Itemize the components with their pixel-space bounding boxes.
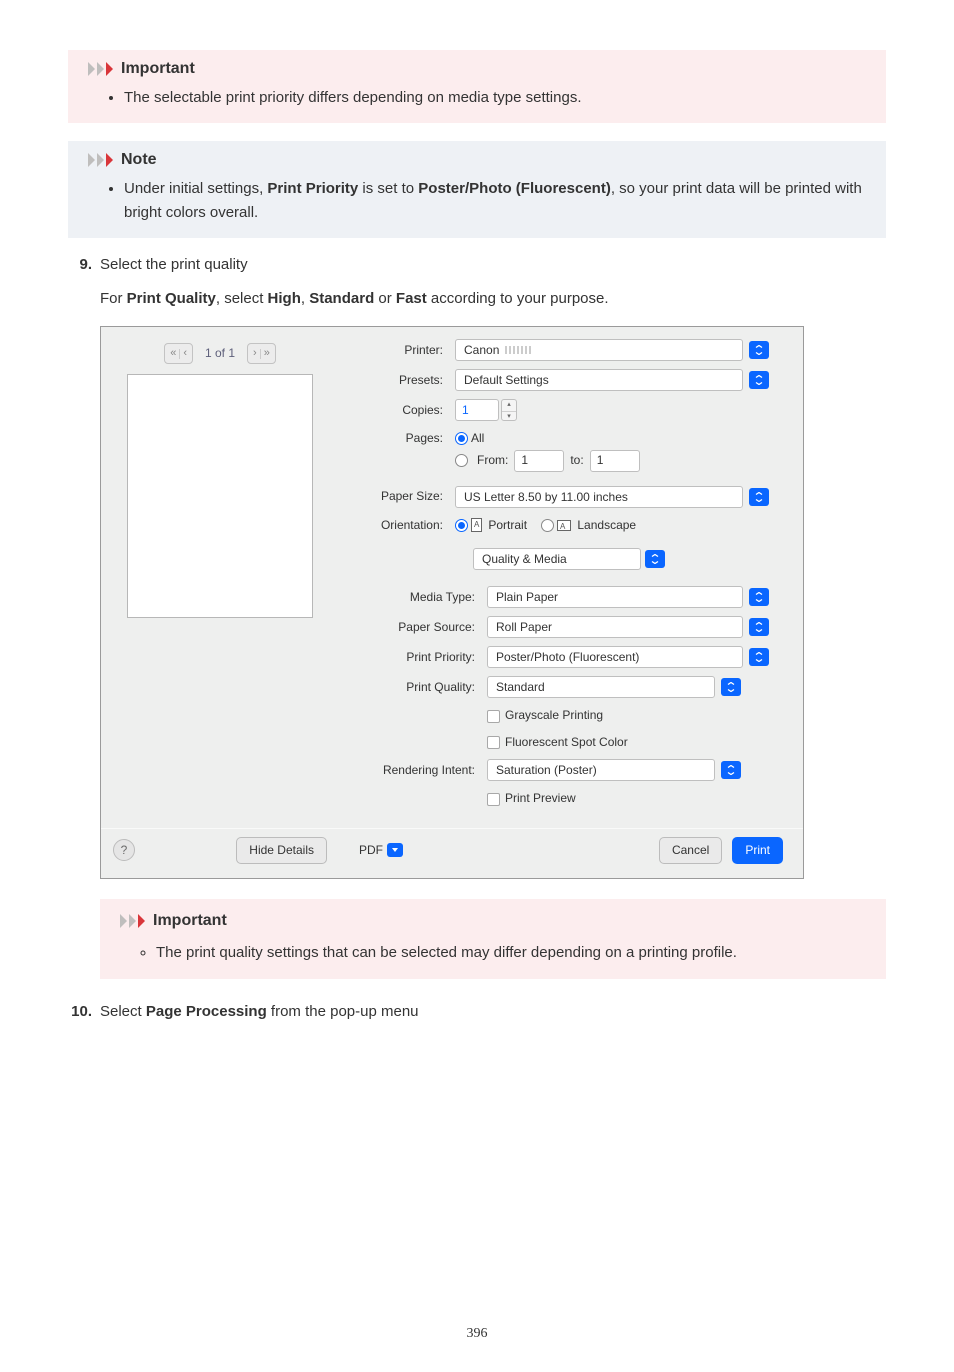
dropdown-icon[interactable] [645,550,665,568]
important-label: Important [153,909,227,934]
printpriority-select[interactable]: Poster/Photo (Fluorescent) [487,646,743,668]
print-dialog: «‹ 1 of 1 ›» Printer: Canon [100,326,804,879]
printer-select[interactable]: Canon [455,339,743,361]
callout-title: Note [88,151,866,169]
grayscale-checkbox[interactable]: Grayscale Printing [487,706,779,725]
printer-label: Printer: [359,341,449,360]
step-body-text: For Print Quality, select High, Standard… [100,287,886,310]
dropdown-icon[interactable] [749,618,769,636]
step-number: 10. [68,1003,92,1020]
papersource-label: Paper Source: [359,618,481,637]
page-number: 396 [0,1084,954,1372]
pages-to-input[interactable]: 1 [590,450,640,472]
orientation-label: Orientation: [359,516,449,535]
page-indicator: 1 of 1 [205,344,235,363]
pdf-menu[interactable]: PDF [359,841,403,860]
dropdown-icon[interactable] [749,588,769,606]
papersize-label: Paper Size: [359,487,449,506]
dropdown-icon[interactable] [749,371,769,389]
section-select[interactable]: Quality & Media [473,548,641,570]
dropdown-icon[interactable] [721,761,741,779]
orientation-landscape-radio[interactable]: Landscape [541,516,636,535]
hide-details-button[interactable]: Hide Details [236,837,327,864]
dropdown-icon[interactable] [749,488,769,506]
step-title: Select the print quality [100,256,248,273]
dropdown-icon[interactable] [721,678,741,696]
printquality-label: Print Quality: [359,678,481,697]
chevron-icon [88,153,115,167]
step-title: Select Page Processing from the pop-up m… [100,1003,419,1020]
cancel-button[interactable]: Cancel [659,837,722,864]
chevron-icon [120,914,147,928]
callout-note-1: Note Under initial settings, Print Prior… [68,141,886,238]
presets-select[interactable]: Default Settings [455,369,743,391]
important-bullet: The selectable print priority differs de… [124,86,866,109]
pages-label: Pages: [359,429,449,448]
nav-first-prev-button[interactable]: «‹ [164,343,193,364]
papersize-select[interactable]: US Letter 8.50 by 11.00 inches [455,486,743,508]
renderingintent-select[interactable]: Saturation (Poster) [487,759,715,781]
printpriority-label: Print Priority: [359,648,481,667]
dropdown-icon[interactable] [749,648,769,666]
step-number: 9. [68,256,92,273]
dropdown-icon[interactable] [749,341,769,359]
copies-stepper[interactable]: ▴▾ [501,399,517,421]
note-bullet: Under initial settings, Print Priority i… [124,177,866,224]
pages-all-radio[interactable]: All [455,429,779,448]
pages-from-input[interactable]: 1 [514,450,564,472]
callout-important-2: Important The print quality settings tha… [100,899,886,979]
presets-label: Presets: [359,371,449,390]
mediatype-select[interactable]: Plain Paper [487,586,743,608]
orientation-portrait-radio[interactable]: Portrait [455,516,527,535]
note-label: Note [121,151,157,169]
important-bullet: The print quality settings that can be s… [156,941,866,964]
nav-next-last-button[interactable]: ›» [247,343,276,364]
help-button[interactable]: ? [113,839,135,861]
callout-title: Important [88,60,866,78]
papersource-select[interactable]: Roll Paper [487,616,743,638]
mediatype-label: Media Type: [359,588,481,607]
printpreview-checkbox[interactable]: Print Preview [487,789,779,808]
step-10: 10. Select Page Processing from the pop-… [68,1003,886,1020]
copies-input[interactable]: 1 [455,399,499,421]
chevron-icon [88,62,115,76]
print-button[interactable]: Print [732,837,783,864]
renderingintent-label: Rendering Intent: [359,761,481,780]
page-thumbnail [127,374,313,618]
pages-range-radio[interactable]: From: 1 to: 1 [455,450,779,472]
fluorescent-checkbox[interactable]: Fluorescent Spot Color [487,733,779,752]
step-9: 9. Select the print quality For Print Qu… [68,256,886,979]
important-label: Important [121,60,195,78]
copies-label: Copies: [359,401,449,420]
callout-important-1: Important The selectable print priority … [68,50,886,123]
printquality-select[interactable]: Standard [487,676,715,698]
